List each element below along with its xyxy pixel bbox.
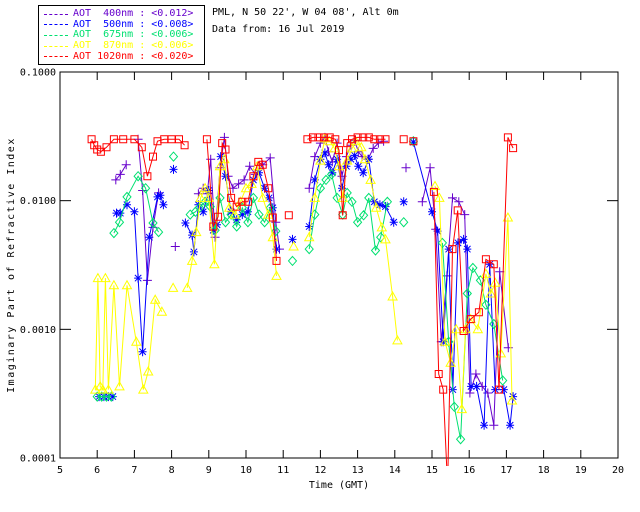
- x-tick-label: 7: [131, 465, 137, 476]
- y-axis-title: Imaginary Part of Refractive Index: [6, 137, 17, 393]
- legend-item-aot-870nm: AOT 870nm : <0.006>: [44, 41, 199, 52]
- y-tick-label: 0.0100: [20, 196, 56, 207]
- x-axis: 5 6 7 8 9 10 11 12 13 14 15 16 17 18 19 20: [57, 72, 624, 476]
- series-aot-500nm: [95, 137, 518, 430]
- x-tick-label: 5: [57, 465, 63, 476]
- x-tick-label: 17: [500, 465, 512, 476]
- y-axis: 0.1000 0.0100 0.0010 0.0001: [20, 68, 618, 465]
- legend-line-sample-400nm: [44, 13, 68, 15]
- series-markers-aot-500nm: [95, 137, 518, 430]
- legend-label-870nm: AOT 870nm : <0.006>: [73, 40, 194, 52]
- x-tick-label: 11: [277, 465, 289, 476]
- x-tick-label: 10: [240, 465, 252, 476]
- legend-item-aot-400nm: AOT 400nm : <0.012>: [44, 9, 199, 20]
- x-tick-label: 20: [612, 465, 624, 476]
- series-aot-1020nm: [87, 133, 518, 466]
- legend-item-aot-675nm: AOT 675nm : <0.006>: [44, 30, 199, 41]
- site-title: PML, N 50 22', W 04 08', Alt 0m: [212, 7, 399, 18]
- series-line-aot-870nm: [94, 137, 513, 410]
- legend-label-500nm: AOT 500nm : <0.008>: [73, 18, 194, 30]
- series-line-aot-500nm: [99, 141, 514, 426]
- plot-header: PML, N 50 22', W 04 08', Alt 0m Data fro…: [212, 4, 399, 38]
- series-aot-675nm: [92, 135, 508, 445]
- legend-line-sample-870nm: [44, 45, 68, 47]
- legend-label-1020nm: AOT 1020nm : <0.020>: [73, 50, 194, 62]
- x-axis-title: Time (GMT): [309, 480, 369, 491]
- x-tick-label: 14: [389, 465, 401, 476]
- legend: AOT 400nm : <0.012> AOT 500nm : <0.008> …: [38, 5, 205, 65]
- data-date: Data from: 16 Jul 2019: [212, 24, 345, 35]
- x-tick-label: 16: [463, 465, 475, 476]
- y-tick-label: 0.0010: [20, 325, 56, 336]
- series-line-aot-1020nm: [91, 136, 514, 466]
- y-tick-label: 0.0001: [20, 454, 56, 465]
- x-tick-label: 12: [314, 465, 326, 476]
- legend-label-400nm: AOT 400nm : <0.012>: [73, 8, 194, 20]
- legend-line-sample-1020nm: [44, 56, 68, 58]
- series-markers-aot-1020nm: [87, 133, 518, 394]
- x-tick-label: 15: [426, 465, 438, 476]
- series-markers-aot-675nm: [92, 135, 508, 445]
- x-tick-label: 13: [352, 465, 364, 476]
- plot-frame: [59, 71, 619, 459]
- y-tick-label: 0.1000: [20, 68, 56, 79]
- x-tick-label: 8: [169, 465, 175, 476]
- legend-line-sample-675nm: [44, 34, 68, 36]
- x-tick-label: 9: [206, 465, 212, 476]
- legend-line-sample-500nm: [44, 24, 68, 26]
- x-tick-label: 6: [94, 465, 100, 476]
- x-tick-label: 18: [538, 465, 550, 476]
- series-line-aot-675nm: [97, 173, 504, 440]
- x-tick-label: 19: [575, 465, 587, 476]
- legend-item-aot-500nm: AOT 500nm : <0.008>: [44, 18, 199, 31]
- legend-item-aot-1020nm: AOT 1020nm : <0.020>: [44, 51, 199, 62]
- legend-label-675nm: AOT 675nm : <0.006>: [73, 29, 194, 41]
